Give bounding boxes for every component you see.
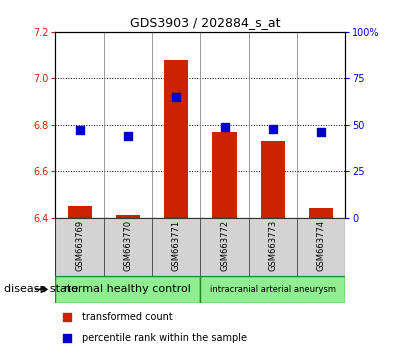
- Text: GDS3903 / 202884_s_at: GDS3903 / 202884_s_at: [130, 16, 281, 29]
- Point: [125, 133, 131, 139]
- Bar: [309, 209, 333, 218]
- Point: [318, 129, 324, 135]
- Text: disease state: disease state: [4, 284, 78, 295]
- Bar: [200, 218, 249, 276]
- Text: GSM663771: GSM663771: [172, 220, 181, 271]
- Point: [270, 126, 276, 131]
- Text: normal healthy control: normal healthy control: [65, 284, 192, 295]
- Bar: [200, 276, 345, 303]
- Bar: [212, 132, 237, 218]
- Bar: [297, 218, 345, 276]
- Bar: [55, 276, 200, 303]
- Text: GSM663769: GSM663769: [75, 220, 84, 271]
- Bar: [116, 215, 140, 218]
- Bar: [249, 218, 297, 276]
- Bar: [152, 218, 200, 276]
- Point: [173, 94, 180, 100]
- Text: GSM663770: GSM663770: [123, 220, 132, 271]
- Bar: [261, 141, 285, 218]
- Bar: [164, 60, 188, 218]
- Point: [64, 314, 70, 320]
- Text: intracranial arterial aneurysm: intracranial arterial aneurysm: [210, 285, 336, 294]
- Point: [76, 127, 83, 133]
- Text: transformed count: transformed count: [81, 312, 172, 322]
- Bar: [55, 218, 104, 276]
- Text: GSM663772: GSM663772: [220, 220, 229, 271]
- Bar: [104, 218, 152, 276]
- Point: [221, 124, 228, 130]
- Text: GSM663774: GSM663774: [316, 220, 326, 271]
- Point: [64, 335, 70, 341]
- Text: GSM663773: GSM663773: [268, 220, 277, 272]
- Text: percentile rank within the sample: percentile rank within the sample: [81, 332, 247, 343]
- Bar: [67, 206, 92, 218]
